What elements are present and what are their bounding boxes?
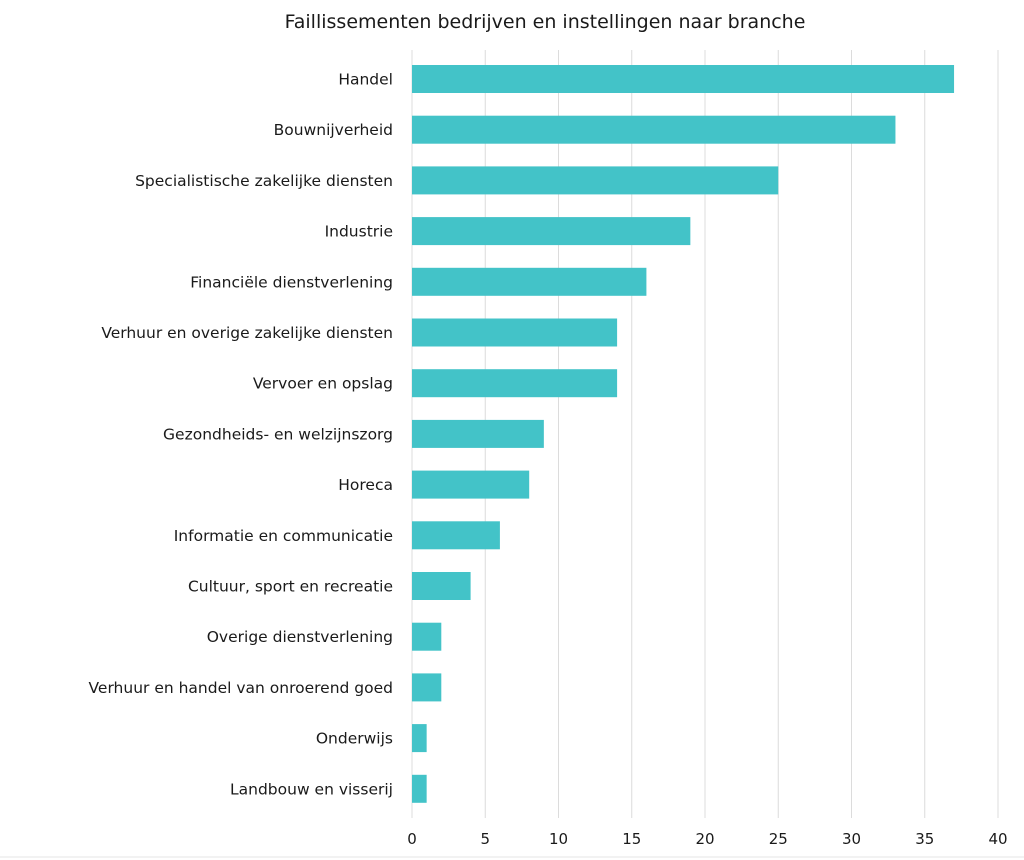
category-label: Verhuur en overige zakelijke diensten xyxy=(101,324,393,342)
bar xyxy=(412,369,618,398)
bar xyxy=(412,521,500,550)
category-label: Overige dienstverlening xyxy=(207,628,393,646)
category-label: Specialistische zakelijke diensten xyxy=(135,172,393,190)
x-tick-label: 15 xyxy=(622,830,641,848)
x-tick-label: 0 xyxy=(407,830,417,848)
x-tick-label: 5 xyxy=(480,830,490,848)
bar xyxy=(412,115,896,144)
category-label: Horeca xyxy=(338,476,393,494)
category-label: Gezondheids- en welzijnszorg xyxy=(163,425,393,443)
category-label: Cultuur, sport en recreatie xyxy=(188,578,393,596)
x-axis-tick-labels: 0 5 10 15 20 25 30 35 40 xyxy=(407,830,1007,848)
x-tick-label: 30 xyxy=(842,830,861,848)
bar xyxy=(412,419,544,448)
category-label: Handel xyxy=(338,71,393,89)
bar xyxy=(412,166,779,195)
bar xyxy=(412,318,618,347)
category-label: Onderwijs xyxy=(316,730,393,748)
bar xyxy=(412,65,955,93)
category-label: Financiële dienstverlening xyxy=(190,273,393,291)
category-label: Vervoer en opslag xyxy=(253,375,393,393)
bars xyxy=(412,65,955,803)
bar xyxy=(412,470,530,499)
bar xyxy=(412,774,427,803)
x-tick-label: 25 xyxy=(769,830,788,848)
bar xyxy=(412,673,442,702)
category-label: Industrie xyxy=(325,223,393,241)
bar xyxy=(412,572,471,600)
bar xyxy=(412,267,647,296)
x-tick-label: 35 xyxy=(915,830,934,848)
category-label: Landbouw en visserij xyxy=(230,780,393,798)
bar xyxy=(412,217,691,246)
category-label: Informatie en communicatie xyxy=(174,527,393,545)
bar xyxy=(412,622,442,651)
x-tick-label: 20 xyxy=(695,830,714,848)
chart-title: Faillissementen bedrijven en instellinge… xyxy=(285,11,806,33)
x-tick-label: 40 xyxy=(988,830,1007,848)
x-tick-label: 10 xyxy=(549,830,568,848)
category-labels: Handel Bouwnijverheid Specialistische zake… xyxy=(89,71,393,799)
category-label: Verhuur en handel van onroerend goed xyxy=(89,679,393,697)
category-label: Bouwnijverheid xyxy=(274,121,393,139)
bar xyxy=(412,724,427,753)
